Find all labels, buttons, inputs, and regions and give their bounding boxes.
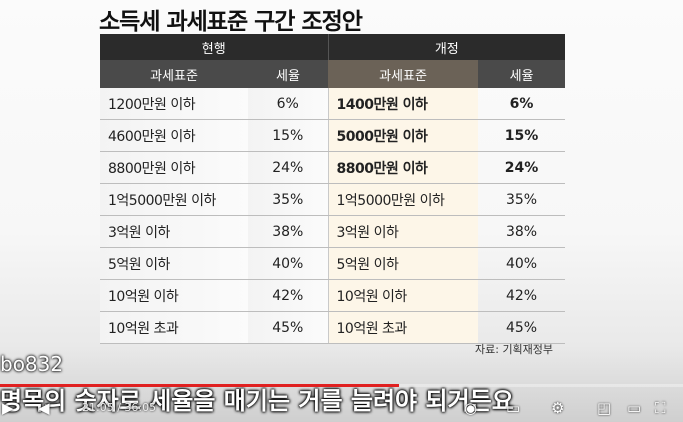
table-row: 3억원 이하 38% 3억원 이하 38% (100, 215, 566, 248)
revised-base-header: 과세표준 (328, 60, 479, 88)
revised-base-cell: 3억원 이하 (328, 215, 479, 248)
current-rate-cell: 42% (248, 279, 329, 312)
theater-mode-icon[interactable]: ▭ (627, 399, 642, 417)
revised-rate-cell: 40% (478, 247, 566, 280)
source-note: 자료: 기획재정부 (475, 343, 554, 356)
revised-group-header: 개정 (328, 34, 566, 60)
revised-rate-cell: 35% (478, 183, 566, 216)
current-base-cell: 10억원 초과 (100, 311, 248, 344)
current-base-cell: 5억원 이하 (100, 247, 248, 280)
revised-base-cell: 5000만원 이하 (328, 119, 479, 152)
revised-rate-cell: 6% (478, 88, 566, 120)
revised-rate-header: 세율 (478, 60, 566, 88)
time-display: 21:05 / 36:05 (82, 401, 157, 414)
channel-watermark: bo832 (0, 352, 64, 376)
table-row: 1억5000만원 이하 35% 1억5000만원 이하 35% (100, 183, 566, 216)
current-rate-cell: 35% (248, 183, 329, 216)
table-row: 1200만원 이하 6% 1400만원 이하 6% (100, 88, 566, 120)
revised-rate-cell: 42% (478, 279, 566, 312)
revised-base-cell: 1400만원 이하 (328, 88, 479, 120)
revised-rate-cell: 38% (478, 215, 566, 248)
progress-bar-fill (0, 384, 399, 387)
revised-base-cell: 8800만원 이하 (328, 151, 479, 184)
current-base-cell: 1200만원 이하 (100, 88, 248, 120)
revised-base-cell: 10억원 이하 (328, 279, 479, 312)
tax-bracket-table: 현행 개정 과세표준 세율 과세표준 세율 1200만원 이하 6% 1400만원 … (100, 34, 566, 344)
revised-rate-cell: 24% (478, 151, 566, 184)
table-row: 4600만원 이하 15% 5000만원 이하 15% (100, 119, 566, 152)
current-rate-cell: 45% (248, 311, 329, 344)
current-base-header: 과세표준 (100, 60, 248, 88)
infographic-title: 소득세 과세표준 구간 조정안 (99, 9, 363, 35)
table-body: 1200만원 이하 6% 1400만원 이하 6% 4600만원 이하 15% 5000만원… (100, 88, 566, 344)
current-rate-cell: 15% (248, 119, 329, 152)
current-base-cell: 4600만원 이하 (100, 119, 248, 152)
current-base-cell: 3억원 이하 (100, 215, 248, 248)
revised-rate-cell: 15% (478, 119, 566, 152)
table-row: 10억원 초과 45% 10억원 초과 45% (100, 311, 566, 344)
subtitles-icon[interactable]: ▭ (506, 399, 521, 417)
table-row: 10억원 이하 42% 10억원 이하 42% (100, 279, 566, 312)
current-rate-header: 세율 (248, 60, 329, 88)
volume-icon[interactable]: ◀ (38, 399, 50, 417)
current-base-cell: 8800만원 이하 (100, 151, 248, 184)
play-pause-icon[interactable]: ▶ (2, 399, 14, 417)
current-rate-cell: 40% (248, 247, 329, 280)
video-subtitle: 명목의 숫자로 세율을 매기는 거를 늘려야 되거든요 (0, 387, 514, 415)
current-rate-cell: 6% (248, 88, 329, 120)
revised-rate-cell: 45% (478, 311, 566, 344)
autoplay-toggle-icon[interactable]: ◉ (464, 399, 478, 417)
current-group-header: 현행 (100, 34, 329, 60)
fullscreen-icon[interactable]: ⛶ (655, 399, 666, 417)
table-row: 8800만원 이하 24% 8800만원 이하 24% (100, 151, 566, 184)
revised-base-cell: 5억원 이하 (328, 247, 479, 280)
miniplayer-icon[interactable]: ◰ (597, 399, 612, 417)
progress-bar[interactable] (0, 384, 683, 387)
current-base-cell: 10억원 이하 (100, 279, 248, 312)
revised-base-cell: 10억원 초과 (328, 311, 479, 344)
settings-gear-icon[interactable]: ⚙ (551, 399, 565, 417)
current-rate-cell: 38% (248, 215, 329, 248)
revised-base-cell: 1억5000만원 이하 (328, 183, 479, 216)
table-row: 5억원 이하 40% 5억원 이하 40% (100, 247, 566, 280)
current-rate-cell: 24% (248, 151, 329, 184)
current-base-cell: 1억5000만원 이하 (100, 183, 248, 216)
